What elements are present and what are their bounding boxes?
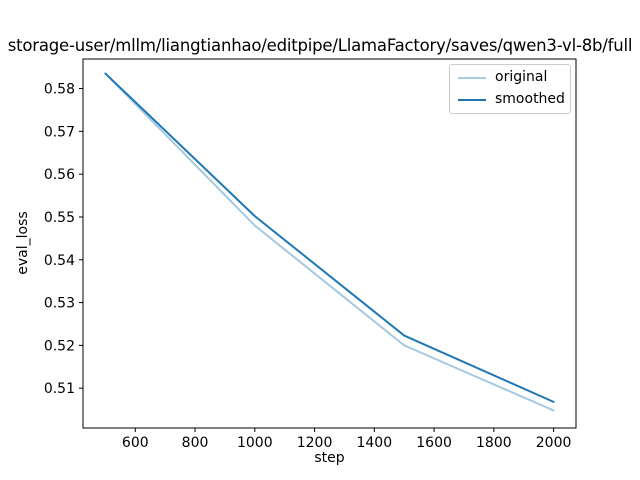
chart-title: storage-user/mllm/liangtianhao/editpipe/…: [7, 36, 633, 55]
y-tick-label: 0.57: [44, 124, 75, 140]
legend-line-smoothed-swatch: [458, 99, 486, 102]
x-tick-label: 1800: [476, 435, 512, 451]
y-tick-label: 0.55: [44, 210, 75, 226]
y-tick-label: 0.54: [44, 253, 75, 269]
series-line-original: [104, 72, 555, 412]
x-tick-label: 600: [122, 435, 149, 451]
legend-item-smoothed: smoothed: [458, 91, 565, 108]
series-line-smoothed: [104, 72, 555, 403]
legend: original smoothed: [449, 64, 571, 114]
x-tick-label: 1600: [416, 435, 452, 451]
y-tick-label: 0.58: [44, 82, 75, 98]
y-tick-label: 0.51: [44, 381, 75, 397]
x-axis-ticks: 600 800 1000 1200 1400 1600 1800 2000: [122, 428, 571, 451]
x-tick-label: 2000: [536, 435, 572, 451]
y-axis-label: eval_loss: [15, 211, 31, 275]
legend-line-original-swatch: [458, 76, 486, 79]
x-tick-label: 1200: [297, 435, 333, 451]
y-tick-label: 0.52: [44, 338, 75, 354]
series-lines: [104, 72, 555, 412]
x-tick-label: 800: [182, 435, 209, 451]
y-tick-label: 0.56: [44, 167, 75, 183]
x-tick-label: 1400: [356, 435, 392, 451]
y-tick-label: 0.53: [44, 296, 75, 312]
legend-item-original: original: [458, 69, 562, 85]
axes-frame: [82, 58, 577, 429]
legend-label-smoothed: smoothed: [495, 91, 565, 108]
x-tick-label: 1000: [237, 435, 273, 451]
x-axis-label: step: [314, 450, 345, 466]
y-axis-ticks: 0.51 0.52 0.53 0.54 0.55 0.56 0.57 0.58: [44, 82, 83, 397]
legend-label-original: original: [495, 69, 548, 85]
